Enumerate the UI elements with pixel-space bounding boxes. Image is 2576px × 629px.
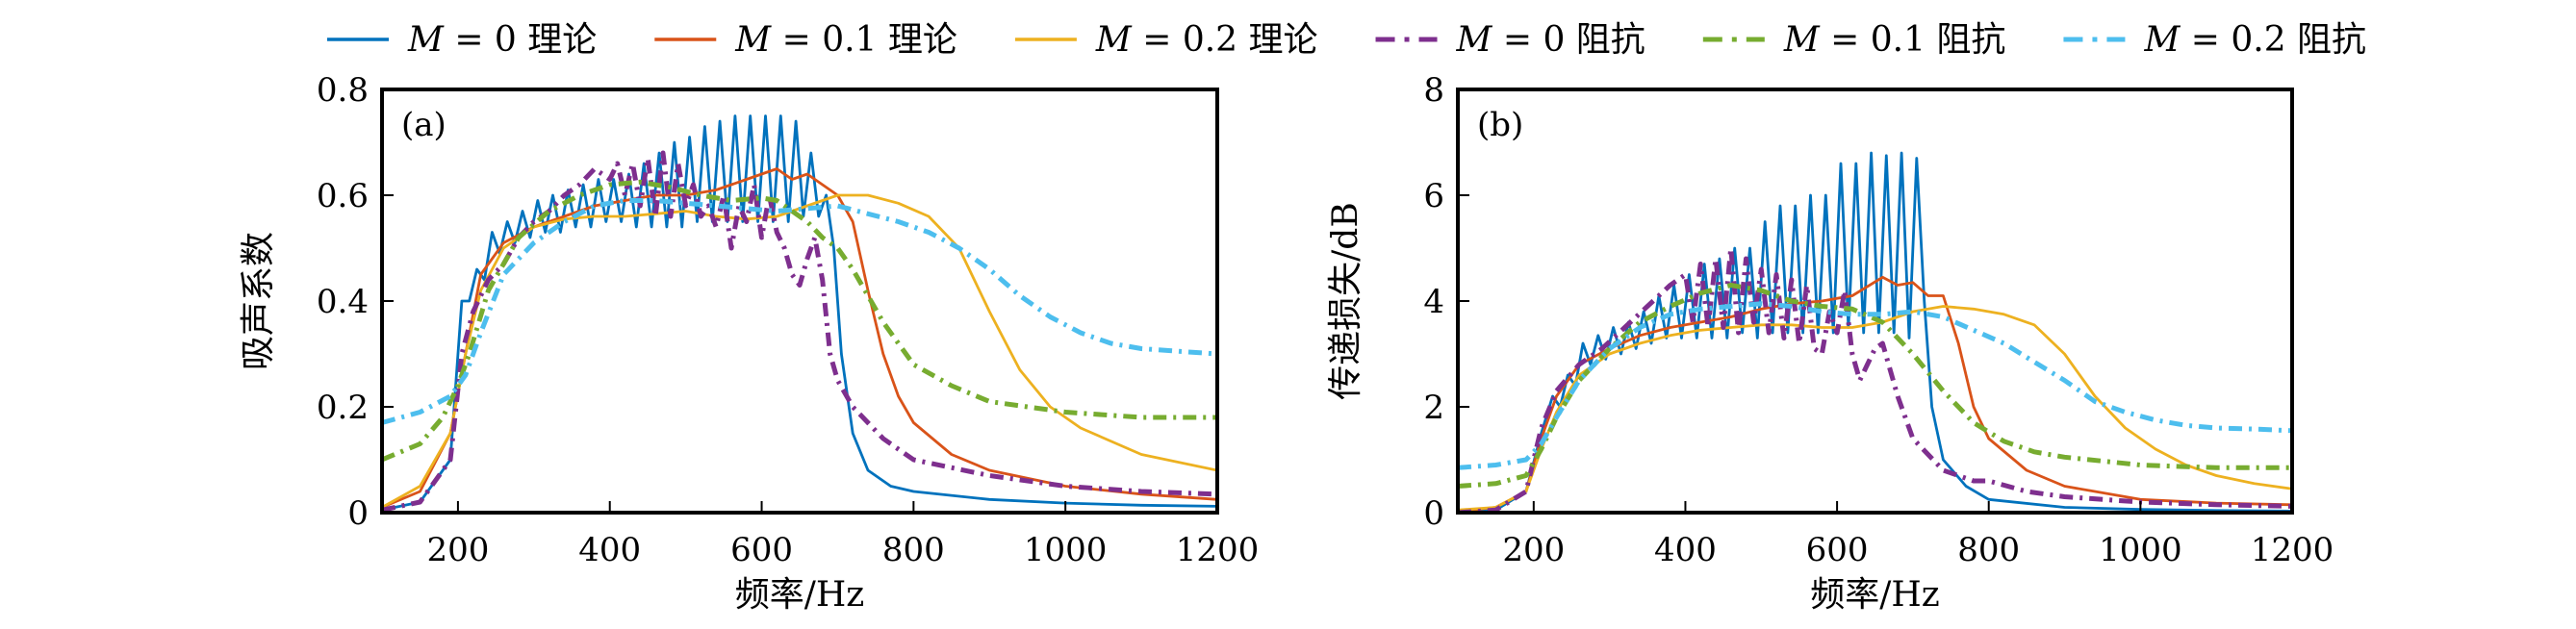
x-axis-title: 频率/Hz: [735, 575, 865, 615]
legend-entry-2: M = 0.2 理论: [1014, 20, 1318, 60]
series-line-1: [382, 167, 1217, 509]
x-axis-title: 频率/Hz: [1810, 575, 1940, 615]
legend-label: M = 0 阻抗: [1456, 20, 1645, 60]
axes-frame: [1456, 88, 2294, 515]
series-line-4: [382, 179, 1217, 463]
y-axis-title: 吸声系数: [239, 232, 278, 370]
legend-entry-1: M = 0.1 理论: [654, 20, 957, 60]
x-tick-label: 600: [730, 531, 793, 569]
y-tick-label: 0: [1423, 494, 1444, 533]
x-tick-label: 1200: [2251, 531, 2334, 569]
series-line-0: [382, 114, 1217, 512]
x-tick-label: 1000: [2099, 531, 2182, 569]
legend-label: M = 0.2 阻抗: [2143, 20, 2366, 60]
legend-entry-5: M = 0.2 阻抗: [2063, 20, 2366, 60]
legend-label: M = 0.2 理论: [1095, 20, 1318, 60]
series-line-5: [1458, 301, 2292, 470]
x-tick-label: 200: [426, 531, 489, 569]
y-tick-label: 0: [347, 494, 369, 533]
series-line-3: [382, 150, 1217, 513]
y-tick-label: 0.8: [317, 71, 369, 110]
legend-label: M = 0.1 阻抗: [1783, 20, 2006, 60]
y-axis-title: 传递损失/dB: [1326, 202, 1365, 400]
series-line-5: [382, 198, 1217, 425]
legend-label: M = 0 理论: [407, 20, 597, 60]
series-group: [1458, 151, 2292, 513]
x-tick-label: 800: [882, 531, 945, 569]
legend: M = 0 理论 M = 0.1 理论 M = 0.2 理论 M = 0 阻抗 M = …: [327, 20, 2366, 60]
series-group: [382, 114, 1217, 513]
series-line-1: [1458, 275, 2292, 513]
y-tick-label: 0.6: [317, 177, 369, 215]
y-tick-label: 0.4: [317, 283, 369, 321]
x-tick-label: 1000: [1024, 531, 1108, 569]
series-line-3: [1458, 245, 2292, 513]
x-tick-label: 200: [1502, 531, 1565, 569]
x-tick-label: 600: [1806, 531, 1869, 569]
y-tick-label: 4: [1423, 283, 1444, 321]
panel-label: (a): [401, 106, 446, 144]
legend-label: M = 0.1 理论: [734, 20, 957, 60]
y-tick-label: 6: [1423, 177, 1444, 215]
legend-entry-3: M = 0 阻抗: [1375, 20, 1645, 60]
x-tick-label: 400: [578, 531, 641, 569]
x-tick-label: 1200: [1176, 531, 1260, 569]
y-tick-label: 2: [1423, 389, 1444, 427]
series-line-4: [1458, 283, 2292, 489]
legend-entry-4: M = 0.1 阻抗: [1702, 20, 2006, 60]
panel-a: 200 400 600 800 1000 1200 0 0.2 0.4 0.6 0.8 (a) 频率/H…: [239, 71, 1259, 615]
x-tick-label: 800: [1957, 531, 2020, 569]
panel-b: 200 400 600 800 1000 1200 0 2 4 6 8 (b) 频率/Hz 传递损失/dB: [1326, 71, 2334, 615]
legend-entry-0: M = 0 理论: [327, 20, 597, 60]
y-tick-label: 0.2: [317, 389, 369, 427]
y-tick-label: 8: [1423, 71, 1444, 110]
x-tick-label: 400: [1654, 531, 1717, 569]
series-line-2: [1458, 305, 2292, 512]
panel-label: (b): [1477, 106, 1523, 144]
series-line-0: [1458, 151, 2292, 513]
